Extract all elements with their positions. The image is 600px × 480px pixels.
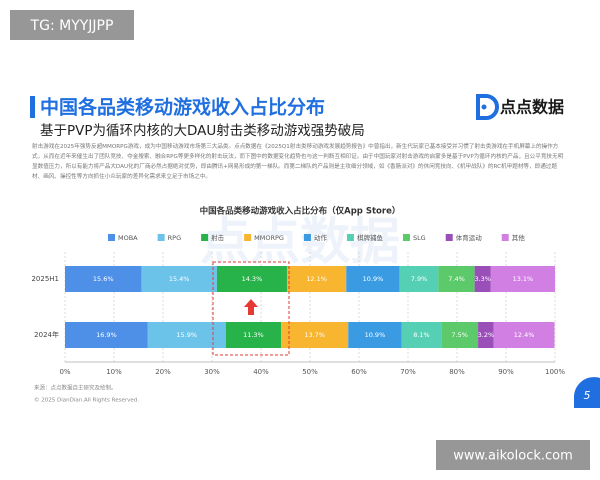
highlight-box [212,261,290,356]
bar-segment [348,322,402,348]
x-tick-label: 0% [59,368,70,376]
value-label: 3.3% [474,275,491,283]
legend-label: MMORPG [254,234,284,242]
logo-text: 点点数据 [500,98,564,117]
x-tick-label: 50% [302,368,318,376]
bar-segment [65,266,142,292]
copyright: © 2025 DianDian.All Rights Reserved. [34,397,139,404]
legend-label: RPG [168,234,181,242]
bar-segment [281,322,349,348]
x-tick-label: 60% [351,368,367,376]
bar-segment [216,266,287,292]
bar-segment [474,266,491,292]
legend-swatch [108,234,115,241]
value-label: 15.9% [176,331,197,339]
value-label: 3.2% [478,331,495,339]
value-label: 15.6% [93,275,114,283]
x-tick-label: 90% [498,368,514,376]
value-label: 7.5% [451,331,468,339]
legend-swatch [244,234,252,241]
logo-dot [481,104,487,110]
legend-label: SLG [413,234,426,242]
chart-title: 中国各品类移动游戏收入占比分布（仅App Store） [200,206,401,217]
chart-watermark: 点点数据 [200,213,400,271]
watermark-top: TG: MYYJJPP [30,18,114,34]
bar-segment [441,322,479,348]
watermark-bottom: www.aikolock.com [453,449,573,464]
value-label: 7.9% [411,275,428,283]
value-label: 14.3% [242,275,263,283]
legend-label: 其他 [512,233,526,242]
legend-swatch [445,234,453,241]
value-label: 13.1% [513,275,534,283]
legend-swatch [201,234,209,241]
x-tick-label: 100% [545,368,565,376]
legend-label: 射击 [211,233,225,242]
x-tick-label: 20% [155,368,171,376]
bar-segment [478,322,494,348]
x-tick-label: 30% [204,368,220,376]
page-badge [573,377,600,408]
slide-title: 中国各品类移动游戏收入占比分布 [40,96,325,119]
bar-segment [225,322,282,348]
slide-subtitle: 基于PVP为循环内核的大DAU射击类移动游戏强势破局 [40,122,365,139]
watermark-bottom-box [436,440,590,470]
legend-swatch [157,234,165,241]
body-text: 射击游戏在2025年强势反超MMORPG游戏，成为中国移动游戏市场第三大品类。点… [32,144,564,180]
value-label: 7.4% [448,275,465,283]
value-label: 12.4% [514,331,535,339]
bar-segment [346,266,400,292]
x-tick-label: 40% [253,368,269,376]
value-label: 8.1% [413,331,430,339]
x-tick-label: 80% [449,368,465,376]
legend-label: 动作 [314,233,328,242]
y-tick-label: 2025H1 [31,275,59,283]
legend-swatch [346,234,354,241]
bar-segment [493,322,555,348]
value-label: 10.9% [365,331,386,339]
value-label: 15.4% [169,275,190,283]
logo-icon [476,94,499,120]
legend-swatch [402,234,410,241]
value-label: 10.9% [363,275,384,283]
logo: 点点数据 [476,94,564,120]
bar-segment [286,266,347,292]
up-arrow [244,299,258,315]
value-label: 13.7% [304,331,325,339]
x-tick-label: 70% [400,368,416,376]
bar-segment [141,266,217,292]
watermark-top-box [10,10,134,40]
legend-label: MOBA [118,234,138,242]
x-tick-label: 10% [106,368,122,376]
value-label: 16.9% [96,331,117,339]
legend-label: 体育运动 [456,233,483,242]
value-label: 12.1% [306,275,327,283]
title-accent [30,96,35,118]
legend-label: 棋牌捕鱼 [357,233,384,242]
value-label: 11.3% [243,331,264,339]
page-number: 5 [584,389,591,402]
legend-swatch [501,234,509,241]
bar-segment [438,266,475,292]
bar-segment [401,322,442,348]
chart: MOBA RPG 射击 MMORPG 动作 棋牌捕鱼 SLG 体育运动 其他 0% 10% 20% 30… [31,233,565,376]
bar-segment [65,322,148,348]
legend-swatch [303,234,311,241]
bar-segment [399,266,439,292]
y-tick-label: 2024年 [34,330,59,339]
source: 来源：点点数据自主研究及绘制。 [34,384,117,392]
bar-segment [490,266,555,292]
